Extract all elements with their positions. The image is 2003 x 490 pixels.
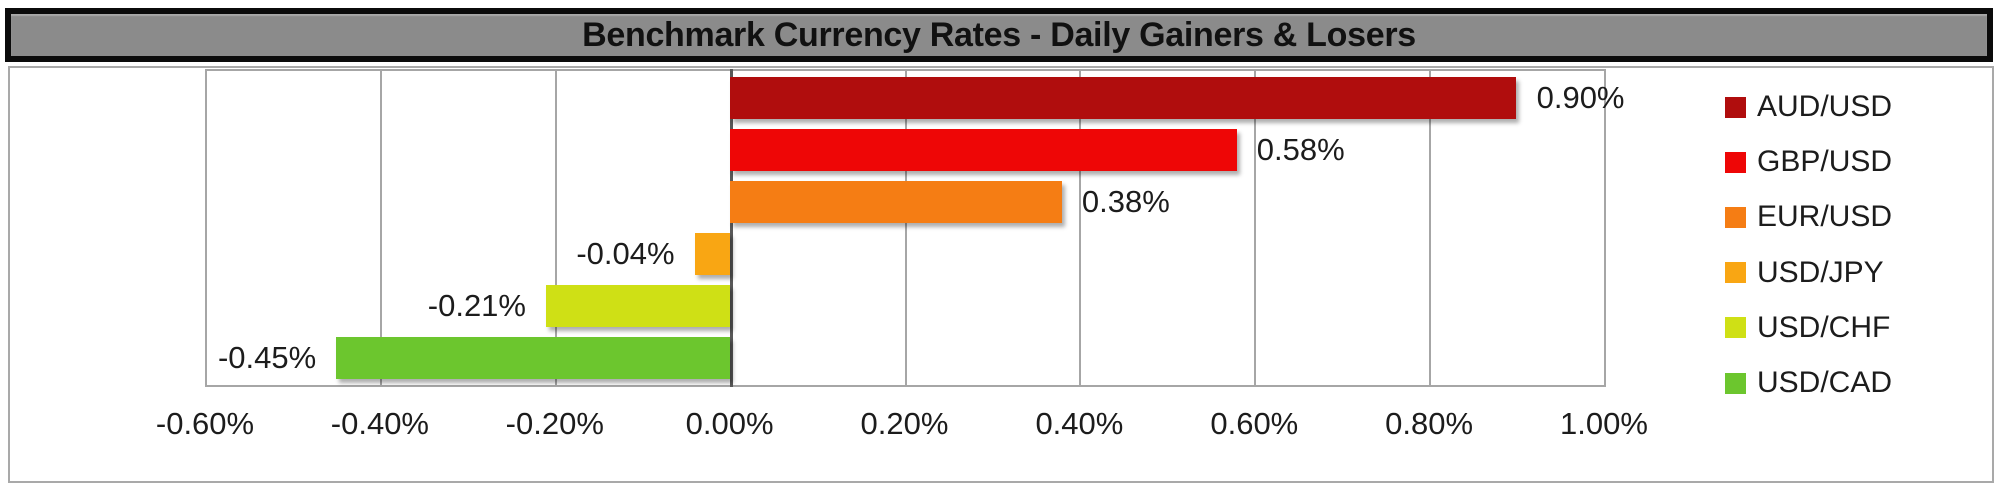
gridline — [904, 69, 907, 387]
x-tick-label: 0.60% — [1210, 406, 1299, 441]
bar-usd-jpy — [694, 233, 730, 275]
x-tick-label: -0.20% — [505, 406, 604, 441]
zero-axis-line — [729, 69, 733, 387]
legend-item: USD/CAD — [1725, 368, 1892, 398]
bar-gbp-usd — [729, 129, 1237, 171]
x-tick-label: -0.40% — [330, 406, 430, 441]
bar-value-label: 0.58% — [1256, 132, 1345, 167]
gridline — [1604, 69, 1606, 387]
x-tick-label: 0.20% — [860, 406, 949, 441]
bar-aud-usd — [729, 77, 1517, 119]
bar-value-label: 0.90% — [1536, 80, 1625, 115]
gridline — [379, 69, 382, 387]
legend-swatch — [1725, 372, 1746, 394]
x-tick-label: -0.60% — [155, 406, 255, 441]
legend-label: USD/JPY — [1757, 255, 1884, 289]
x-tick-label: 1.00% — [1560, 406, 1648, 441]
legend-label: USD/CHF — [1757, 310, 1891, 344]
legend-label: AUD/USD — [1757, 90, 1893, 123]
bar-value-label: -0.21% — [427, 288, 526, 323]
chart-title-band: Benchmark Currency Rates - Daily Gainers… — [5, 8, 1993, 62]
legend-label: EUR/USD — [1757, 200, 1893, 234]
chart-title: Benchmark Currency Rates - Daily Gainers… — [582, 15, 1416, 54]
legend-item: EUR/USD — [1725, 202, 1892, 232]
legend-label: USD/CAD — [1757, 366, 1893, 399]
legend-label: GBP/USD — [1757, 145, 1893, 179]
chart-plot-frame: 0.90% 0.58% 0.38% -0.04% -0.21% -0.45% -0.60%… — [8, 66, 1994, 483]
legend-item: AUD/USD — [1725, 92, 1892, 122]
x-tick-label: 0.00% — [685, 406, 774, 441]
gridline — [554, 69, 557, 387]
legend-item: USD/CHF — [1725, 310, 1891, 344]
bar-usd-chf — [546, 285, 730, 327]
legend-swatch — [1725, 262, 1746, 284]
bar-value-label: -0.45% — [217, 340, 317, 375]
gridline — [1254, 69, 1257, 387]
bar-value-label: -0.04% — [576, 236, 675, 271]
x-tick-label: 0.80% — [1385, 406, 1474, 441]
gridline — [1079, 69, 1082, 387]
legend-item: USD/JPY — [1725, 255, 1884, 289]
legend-swatch — [1725, 317, 1746, 339]
bar-usd-cad — [336, 337, 730, 379]
bar-value-label: 0.38% — [1081, 184, 1170, 219]
x-tick-label: 0.40% — [1035, 406, 1124, 441]
gridline — [1429, 69, 1432, 387]
legend-swatch — [1725, 206, 1746, 228]
bar-eur-usd — [729, 181, 1062, 223]
legend-swatch — [1725, 151, 1746, 173]
legend-swatch — [1725, 96, 1746, 118]
legend-item: GBP/USD — [1725, 147, 1892, 177]
gridline — [205, 69, 207, 387]
